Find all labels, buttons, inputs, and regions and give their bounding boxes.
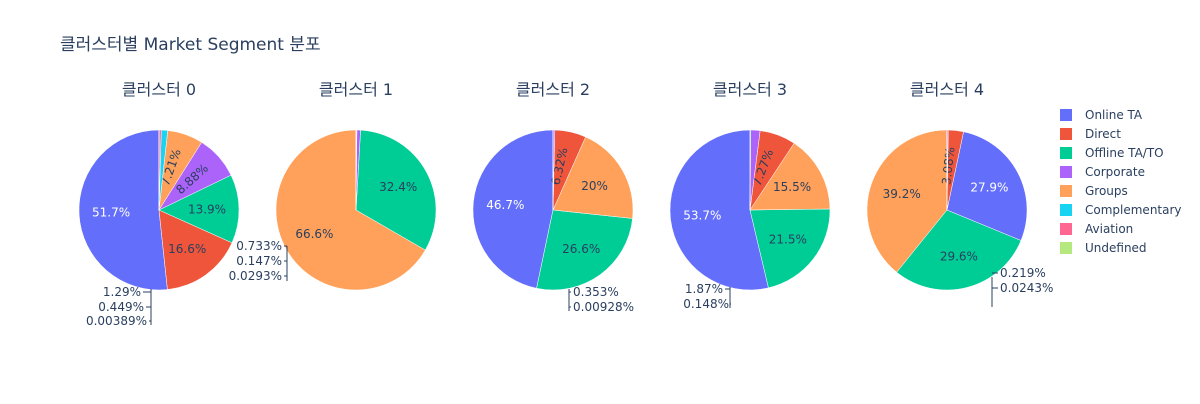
legend-item-corporate[interactable]: Corporate — [1060, 165, 1145, 179]
legend-item-offline-ta-to[interactable]: Offline TA/TO — [1060, 146, 1164, 160]
legend-swatch — [1060, 204, 1072, 216]
legend-item-aviation[interactable]: Aviation — [1060, 222, 1133, 236]
slice-label: 66.6% — [295, 227, 333, 241]
legend-label: Direct — [1085, 127, 1121, 141]
legend-label: Corporate — [1085, 165, 1145, 179]
legend-item-undefined[interactable]: Undefined — [1060, 241, 1147, 255]
slice-label: 46.7% — [486, 198, 524, 212]
slice-label: 13.9% — [188, 202, 226, 216]
slice-label: 15.5% — [773, 180, 811, 194]
legend-item-online-ta[interactable]: Online TA — [1060, 108, 1143, 122]
legend-label: Groups — [1085, 184, 1128, 198]
legend-label: Undefined — [1085, 241, 1147, 255]
slice-label-outside: 0.353% — [573, 285, 619, 299]
legend-swatch — [1060, 128, 1072, 140]
legend-swatch — [1060, 147, 1072, 159]
legend-item-complementary[interactable]: Complementary — [1060, 203, 1182, 217]
pie-title: 클러스터 3 — [713, 80, 787, 99]
slice-label: 27.9% — [970, 181, 1008, 195]
pie-title: 클러스터 4 — [910, 80, 984, 99]
legend-swatch — [1060, 166, 1072, 178]
slice-label-outside: 0.449% — [98, 300, 144, 314]
slice-label-outside: 0.00928% — [573, 300, 634, 314]
slice-label: 26.6% — [562, 242, 600, 256]
legend-swatch — [1060, 109, 1072, 121]
slice-label: 53.7% — [683, 209, 721, 223]
legend-label: Offline TA/TO — [1085, 146, 1164, 160]
pie-title: 클러스터 0 — [122, 80, 196, 99]
legend-label: Online TA — [1085, 108, 1143, 122]
legend-item-direct[interactable]: Direct — [1060, 127, 1121, 141]
leader-lines — [284, 246, 287, 281]
pie-cluster-1: 클러스터 1 66.6% 32.4% 0.733%0.147%0.0293% — [229, 80, 436, 290]
legend-label: Complementary — [1085, 203, 1182, 217]
slice-label-outside: 0.148% — [683, 297, 729, 311]
slice-label: 20% — [581, 179, 608, 193]
leader-lines — [569, 289, 571, 311]
slice-label: 39.2% — [883, 187, 921, 201]
legend-label: Aviation — [1085, 222, 1133, 236]
slice-label-outside: 1.87% — [685, 282, 723, 296]
pie-title: 클러스터 1 — [319, 80, 393, 99]
slice-label-outside: 0.00389% — [86, 314, 147, 328]
legend-swatch — [1060, 242, 1072, 254]
slice-label-outside: 0.0243% — [1000, 281, 1053, 295]
pie-title: 클러스터 2 — [516, 80, 590, 99]
pie-cluster-3: 클러스터 353.7%21.5%15.5%7.27%1.87%0.148% — [670, 80, 830, 311]
pie-cluster-4: 클러스터 439.2%29.6%27.9%3.08%0.219%0.0243% — [867, 80, 1053, 307]
legend[interactable]: Online TA Direct Offline TA/TO Corporate Gro… — [1060, 108, 1182, 255]
legend-swatch — [1060, 185, 1072, 197]
slice-label: 32.4% — [379, 180, 417, 194]
slice-label-outside: 0.219% — [1000, 266, 1046, 280]
slice-label: 16.6% — [168, 242, 206, 256]
chart-title: 클러스터별 Market Segment 분포 — [60, 35, 321, 55]
slice-label-outside: 0.733% — [236, 239, 282, 253]
pies-layer: 클러스터 051.7%16.6%13.9%8.88%7.21%1.29%0.44… — [79, 80, 1053, 328]
pie-cluster-0: 클러스터 051.7%16.6%13.9%8.88%7.21%1.29%0.44… — [79, 80, 239, 328]
slice-label: 21.5% — [769, 233, 807, 247]
slice-label: 29.6% — [940, 250, 978, 264]
slice-label-outside: 0.0293% — [229, 269, 282, 283]
legend-item-groups[interactable]: Groups — [1060, 184, 1128, 198]
legend-swatch — [1060, 223, 1072, 235]
slice-label-outside: 0.147% — [236, 254, 282, 268]
pie-cluster-2: 클러스터 246.7%26.6%20%6.32%0.353%0.00928% — [473, 80, 634, 314]
leader-lines — [992, 273, 998, 307]
slice-label-outside: 1.29% — [103, 285, 141, 299]
slice-label: 51.7% — [92, 206, 130, 220]
